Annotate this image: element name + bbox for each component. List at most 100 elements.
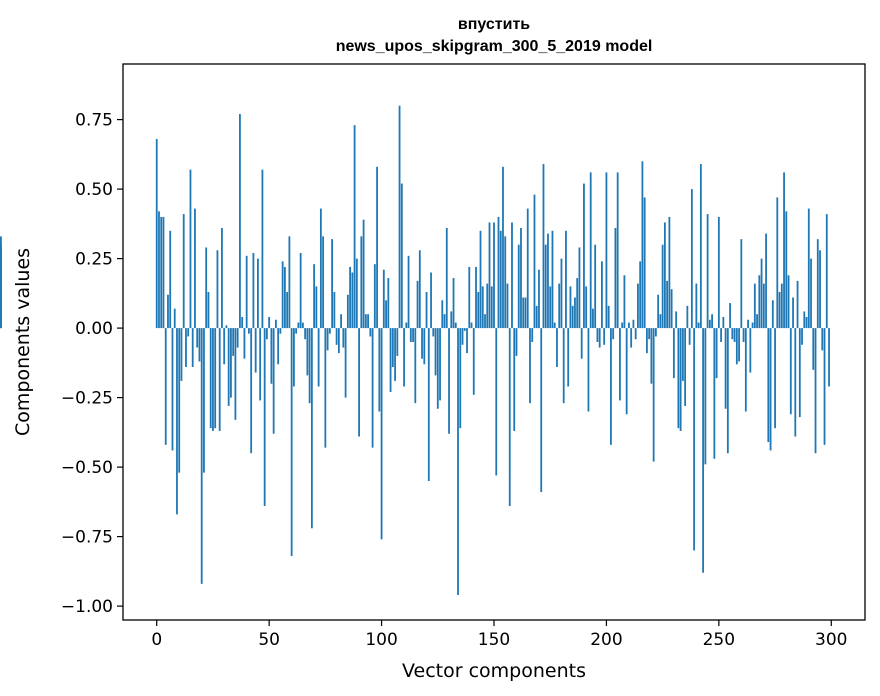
bar <box>619 328 621 401</box>
bar <box>205 247 208 329</box>
bar <box>382 269 385 329</box>
bar <box>277 328 280 365</box>
bar <box>657 294 660 329</box>
bar <box>463 328 466 331</box>
bar <box>544 244 547 329</box>
bar <box>155 139 158 329</box>
bar <box>704 328 707 465</box>
bar <box>724 328 727 409</box>
x-tick-label: 300 <box>815 630 847 650</box>
bar <box>362 219 365 329</box>
bar <box>596 328 599 342</box>
bar <box>436 328 439 409</box>
bar <box>529 328 531 404</box>
bar <box>475 266 477 329</box>
bar <box>515 328 518 356</box>
bar <box>367 314 369 329</box>
bar <box>686 305 689 329</box>
bar <box>389 328 392 393</box>
bar <box>369 328 372 337</box>
bar <box>522 297 525 329</box>
bar <box>767 328 770 443</box>
bar <box>697 322 700 329</box>
bar <box>286 291 289 329</box>
bar <box>488 222 491 329</box>
bar <box>358 328 360 437</box>
bar <box>794 328 797 437</box>
bar <box>313 264 316 329</box>
bar <box>740 239 743 329</box>
bar <box>567 328 570 387</box>
bar <box>778 291 781 329</box>
bar <box>693 328 696 551</box>
bar <box>776 197 779 329</box>
bar <box>695 283 698 329</box>
bar <box>702 328 705 573</box>
x-axis-label: Vector components <box>402 660 586 682</box>
bar <box>715 328 718 379</box>
bar <box>637 283 639 329</box>
bar <box>209 328 212 429</box>
bar <box>479 230 482 329</box>
bar <box>297 322 300 329</box>
bar <box>216 250 219 329</box>
bar <box>789 328 792 415</box>
x-tick-label: 150 <box>478 630 510 650</box>
bar <box>823 328 826 445</box>
x-tick-label: 100 <box>365 630 397 650</box>
bar <box>565 230 567 329</box>
bar <box>747 319 749 329</box>
bar <box>504 236 507 329</box>
bar <box>0 250 2 329</box>
bar <box>549 286 552 329</box>
plot-frame <box>122 63 866 621</box>
bar <box>502 166 504 329</box>
bar <box>706 214 709 329</box>
bar <box>326 328 329 351</box>
bar <box>454 322 457 329</box>
bar <box>562 328 565 404</box>
bar <box>304 328 307 340</box>
bar <box>646 328 648 354</box>
bar <box>576 278 579 329</box>
bar <box>477 291 480 329</box>
bar <box>574 297 576 329</box>
bar <box>380 328 383 540</box>
bar <box>699 164 702 329</box>
bar <box>713 328 716 459</box>
bar <box>632 319 635 329</box>
bar <box>801 328 803 345</box>
bar <box>272 328 275 434</box>
bar <box>803 311 806 329</box>
bar <box>331 239 334 329</box>
chart-title: впустить <box>458 16 530 33</box>
bar <box>196 328 199 348</box>
bar <box>414 328 417 404</box>
bar <box>598 328 601 348</box>
bar <box>448 328 450 434</box>
y-axis-label: Components values <box>12 248 34 436</box>
bar <box>387 278 390 329</box>
bar <box>612 328 615 340</box>
bar <box>652 328 655 462</box>
bar <box>607 305 610 329</box>
bar <box>248 328 250 334</box>
bar <box>335 328 338 345</box>
bar <box>684 328 687 406</box>
bar <box>753 283 756 329</box>
bar <box>729 303 731 329</box>
bar <box>178 328 181 473</box>
bar <box>236 328 239 348</box>
bar <box>621 322 624 329</box>
bar <box>641 161 644 329</box>
y-tick-label: −0.50 <box>61 458 113 478</box>
bar <box>587 328 590 412</box>
y-axis-ticks: −1.00 −0.75 −0.50 −0.25 0.00 0.25 0.50 0.75 <box>61 111 123 617</box>
bar <box>191 328 194 368</box>
bar <box>603 328 606 345</box>
bar <box>583 183 585 329</box>
bar <box>762 283 765 329</box>
bar <box>243 328 246 359</box>
bar <box>661 244 664 329</box>
bar <box>227 328 230 406</box>
